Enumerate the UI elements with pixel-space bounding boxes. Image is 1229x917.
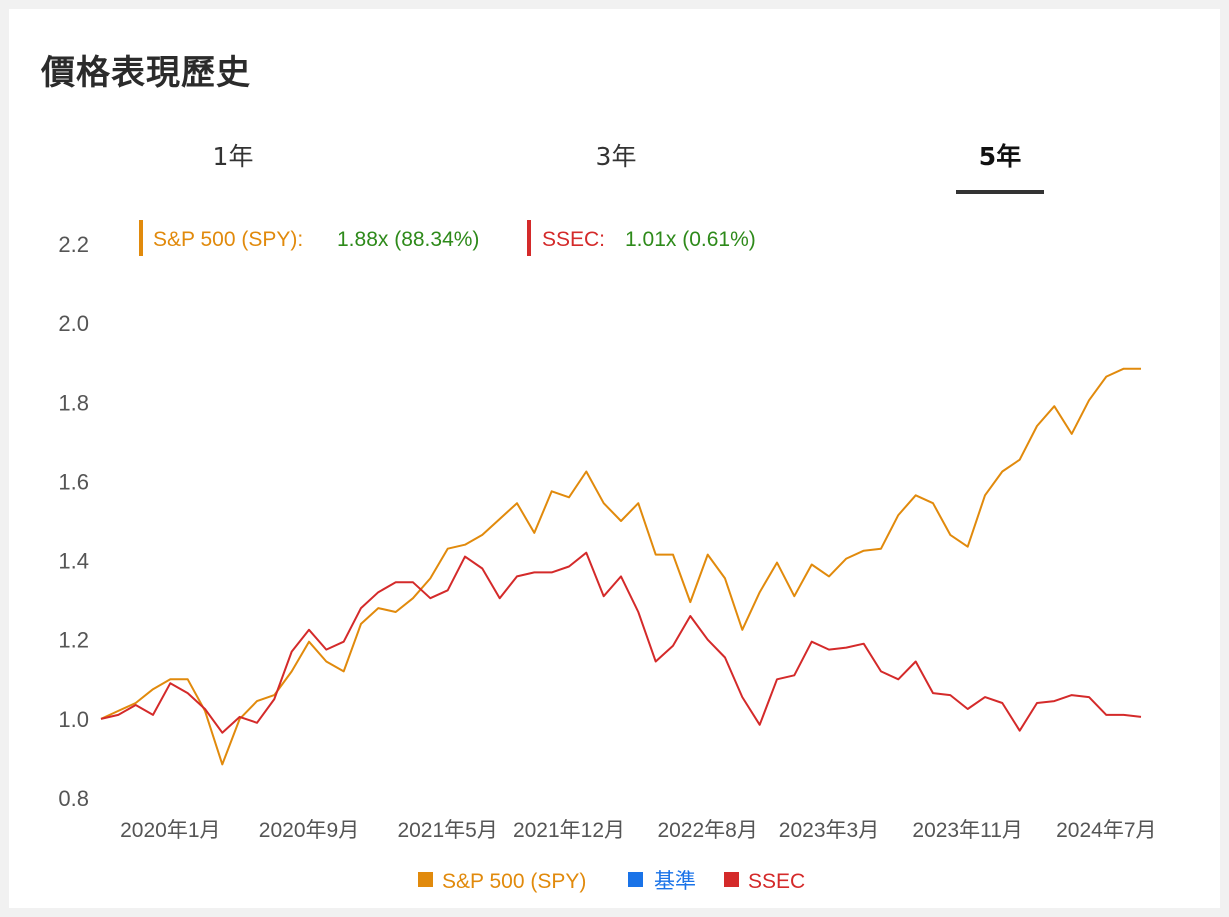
y-tick-label: 1.2: [58, 628, 89, 653]
tab-3y[interactable]: 3年: [595, 142, 637, 171]
series-line-spy[interactable]: [100, 367, 1141, 766]
ssec-summary-value: 1.01x (0.61%): [625, 228, 756, 251]
x-tick-label: 2020年9月: [259, 819, 359, 842]
x-tick-label: 2023年3月: [779, 819, 879, 842]
spy-summary-label: S&P 500 (SPY):: [153, 228, 303, 251]
x-tick-label: 2024年7月: [1056, 819, 1156, 842]
chart-legend: S&P 500 (SPY) 基準 SSEC: [418, 870, 805, 893]
spy-summary-value: 1.88x (88.34%): [337, 228, 479, 251]
y-tick-label: 1.4: [58, 549, 89, 574]
active-tab-indicator: [956, 190, 1044, 194]
x-tick-label: 2021年12月: [513, 819, 625, 842]
legend-label-spy[interactable]: S&P 500 (SPY): [442, 870, 586, 893]
legend-label-benchmark[interactable]: 基準: [654, 870, 696, 893]
x-tick-label: 2023年11月: [912, 819, 1023, 842]
tab-1y[interactable]: 1年: [212, 142, 254, 171]
legend-swatch-benchmark: [628, 872, 643, 887]
y-tick-label: 0.8: [58, 786, 89, 811]
x-tick-label: 2022年8月: [657, 819, 757, 842]
x-tick-label: 2021年5月: [397, 819, 497, 842]
tab-5y[interactable]: 5年: [978, 142, 1022, 171]
y-tick-label: 2.2: [58, 232, 89, 257]
period-tabs: 1年 3年 5年: [9, 127, 1220, 197]
x-tick-label: 2020年1月: [120, 819, 220, 842]
y-tick-label: 1.8: [58, 390, 89, 415]
legend-label-ssec[interactable]: SSEC: [748, 870, 805, 893]
y-tick-label: 2.0: [58, 311, 89, 336]
series-line-ssec[interactable]: [100, 551, 1142, 734]
y-tick-label: 1.6: [58, 469, 89, 494]
ssec-summary-label: SSEC:: [542, 228, 605, 251]
legend-swatch-ssec: [724, 872, 739, 887]
page-title: 價格表現歷史: [41, 53, 251, 93]
legend-swatch-spy: [418, 872, 433, 887]
price-history-card: 價格表現歷史 1年 3年 5年: [9, 9, 1220, 908]
ssec-summary-marker: [527, 220, 531, 256]
spy-summary-marker: [139, 220, 143, 256]
y-tick-label: 1.0: [58, 707, 89, 732]
